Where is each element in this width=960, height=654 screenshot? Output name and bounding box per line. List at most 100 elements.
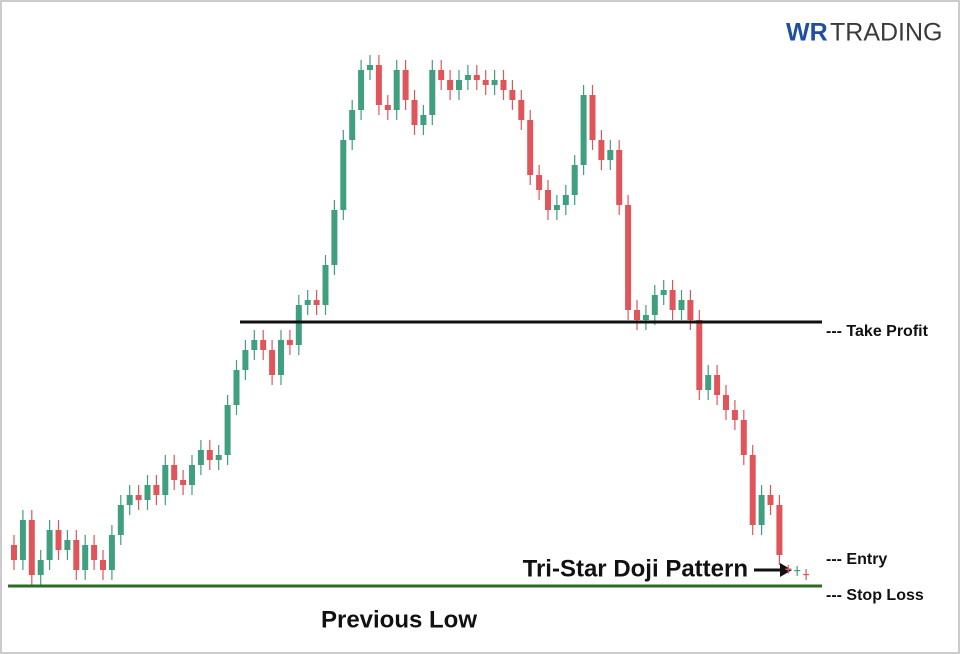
candle-body: [447, 80, 454, 90]
candle-body: [429, 70, 436, 115]
candle-body: [411, 100, 418, 125]
candle-body: [349, 110, 356, 140]
candle-body: [740, 420, 747, 455]
candle-body: [11, 545, 17, 560]
candle-body: [55, 530, 62, 550]
candle-body: [803, 574, 810, 576]
candle-body: [500, 80, 507, 90]
candle-body: [562, 195, 569, 205]
candle-body: [384, 105, 391, 110]
candle-body: [233, 370, 240, 405]
candle-body: [776, 505, 783, 555]
candle-body: [723, 395, 729, 410]
candle-body: [678, 300, 685, 310]
candle-body: [295, 305, 302, 345]
candle-body: [545, 190, 551, 210]
candle-body: [571, 165, 578, 195]
candle-body: [367, 65, 373, 70]
candle-body: [144, 485, 151, 500]
candle-body: [473, 75, 480, 80]
candle-body: [705, 375, 712, 390]
candle-body: [696, 320, 703, 390]
candle-body: [749, 455, 756, 525]
candle-body: [82, 545, 89, 570]
candle-body: [251, 340, 258, 350]
candle-body: [322, 265, 329, 305]
candle-body: [393, 70, 400, 110]
candle-body: [527, 120, 534, 175]
candle-body: [580, 95, 587, 165]
candle-body: [215, 455, 222, 460]
candle-body: [794, 570, 801, 572]
candle-body: [420, 115, 427, 125]
candle-body: [331, 210, 338, 265]
candle-body: [206, 450, 213, 460]
candle-body: [28, 520, 35, 575]
candle-body: [100, 560, 106, 570]
candle-body: [482, 80, 489, 85]
pattern-label: Tri-Star Doji Pattern: [523, 555, 748, 582]
candle-body: [642, 315, 649, 320]
candle-body: [464, 75, 471, 80]
brand-name: TRADING: [830, 19, 943, 47]
candle-body: [126, 495, 133, 505]
candle-body: [153, 485, 160, 495]
candle-body: [518, 100, 525, 120]
candle-body: [304, 300, 311, 305]
candle-body: [402, 70, 409, 100]
candle-body: [73, 540, 80, 570]
candle-body: [607, 150, 614, 160]
candle-body: [224, 405, 231, 455]
candle-body: [91, 545, 98, 560]
entry-label: --- Entry: [826, 551, 887, 568]
candle-body: [553, 205, 560, 210]
candle-body: [758, 495, 765, 525]
candle-body: [634, 310, 640, 320]
candle-body: [598, 140, 605, 160]
candle-body: [46, 530, 53, 560]
candle-body: [260, 340, 267, 350]
candle-body: [456, 80, 462, 90]
candle-body: [269, 350, 276, 375]
candle-body: [180, 480, 187, 485]
candle-body: [660, 290, 667, 295]
candle-body: [242, 350, 249, 370]
candle-body: [19, 520, 26, 560]
candle-body: [616, 150, 623, 205]
candle-body: [171, 465, 178, 480]
candle-body: [509, 90, 516, 100]
stop-loss-label: --- Stop Loss: [826, 587, 924, 604]
candle-body: [438, 70, 445, 80]
candle-body: [189, 465, 195, 485]
candle-body: [286, 340, 293, 345]
candle-body: [117, 505, 124, 535]
candle-body: [278, 340, 284, 375]
candle-body: [625, 205, 632, 310]
candle-body: [162, 465, 169, 495]
candle-body: [197, 450, 204, 465]
candle-body: [714, 375, 721, 395]
candle-body: [340, 140, 347, 210]
candle-body: [358, 70, 365, 110]
candle-body: [651, 295, 658, 315]
candle-body: [108, 535, 115, 570]
take-profit-label: --- Take Profit: [826, 323, 929, 340]
candle-body: [375, 65, 382, 105]
candle-body: [731, 410, 738, 420]
candle-body: [135, 495, 142, 500]
candle-body: [536, 175, 543, 190]
candle-body: [491, 80, 498, 85]
candle-body: [785, 568, 792, 570]
candle-body: [767, 495, 774, 505]
candle-body: [669, 290, 676, 310]
previous-low-label: Previous Low: [321, 606, 477, 633]
candle-body: [687, 300, 694, 320]
candle-body: [313, 300, 320, 305]
candle-body: [64, 540, 71, 550]
brand-mark: WR: [786, 19, 828, 47]
candle-body: [37, 560, 44, 575]
candle-body: [589, 95, 596, 140]
